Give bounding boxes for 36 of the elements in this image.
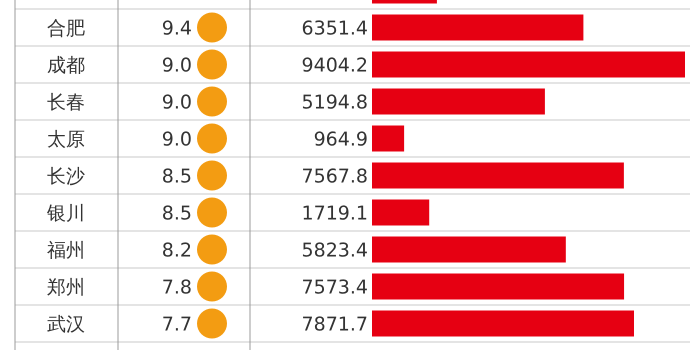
data-label: 8.5 (162, 202, 192, 224)
bar (372, 162, 624, 188)
data-label: 6351.4 (302, 18, 368, 40)
data-label: 9.4 (162, 18, 192, 40)
data-label: 7.7 (162, 314, 192, 336)
data-label: 1719.1 (302, 202, 368, 224)
bar (372, 126, 404, 152)
bar (372, 310, 634, 336)
data-label: 964.9 (314, 128, 368, 150)
bar (372, 88, 545, 114)
category-label: 长沙 (47, 166, 85, 188)
data-label: 8.5 (162, 166, 192, 188)
category-label: 郑州 (47, 276, 85, 298)
data-label: 9.0 (162, 128, 192, 150)
data-label: 7871.7 (302, 314, 368, 336)
category-label: 合肥 (47, 18, 85, 40)
category-label: 成都 (47, 54, 85, 76)
category-label: 武汉 (47, 314, 85, 336)
bar (372, 200, 430, 226)
bar (372, 236, 566, 262)
bar (372, 14, 584, 40)
data-label: 8.2 (162, 240, 192, 262)
category-label: 福州 (47, 240, 85, 262)
data-label: 7567.8 (302, 166, 368, 188)
data-label: 9.0 (162, 92, 192, 114)
data-label: 9404.2 (302, 54, 368, 76)
data-label: 7573.4 (302, 276, 368, 298)
category-label: 银川 (46, 202, 85, 224)
bar (372, 52, 685, 78)
data-label: 5194.8 (302, 92, 368, 114)
bar (372, 274, 624, 300)
data-label: 5823.4 (302, 240, 368, 262)
data-label: 7.8 (162, 276, 192, 298)
category-label: 太原 (47, 128, 85, 150)
data-label: 9.0 (162, 54, 192, 76)
category-label: 长春 (47, 92, 85, 114)
